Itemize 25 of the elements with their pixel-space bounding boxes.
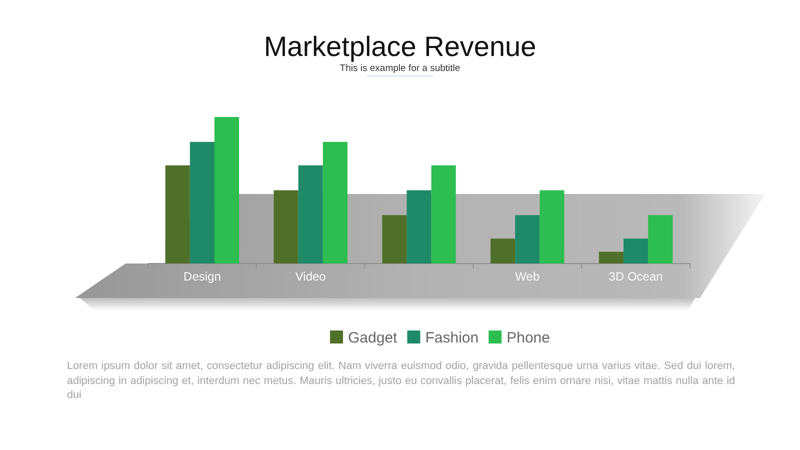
bar [624, 238, 648, 264]
bar [274, 190, 298, 264]
legend-label: Phone [506, 330, 550, 346]
x-tick-label: Web [515, 270, 540, 284]
bar [490, 238, 516, 264]
bar [648, 215, 673, 264]
x-tick-label: Design [184, 270, 221, 284]
x-tick-label: 3D Ocean [608, 270, 663, 284]
bar [540, 190, 564, 264]
bar [322, 142, 348, 264]
x-tick-label: Video [295, 270, 326, 284]
legend-label: Fashion [425, 330, 479, 346]
bar [165, 165, 190, 264]
bar [598, 252, 624, 264]
bar [298, 165, 323, 264]
text: Lorem ipsum dolor sit amet, consectetur adipiscing elit. Nam viverra euismod odio, gravida pellentesque urna varius vitae. Sed dui lorem, adipiscing in adipiscing et, interdum nec metus. Mauris ultricies, justo eu convallis placerat, felis enim ornare nisi, vitae mattis nulla ante id dui [67, 359, 735, 402]
chart-title: Marketplace Revenue [264, 31, 536, 62]
chart-subtitle: This is example for a subtitle [340, 63, 460, 74]
bar [406, 190, 432, 264]
legend-label: Gadget [348, 330, 398, 346]
bar [190, 142, 214, 264]
bar [515, 215, 540, 264]
bar [382, 215, 407, 264]
bar [214, 117, 240, 264]
bar [431, 165, 456, 264]
